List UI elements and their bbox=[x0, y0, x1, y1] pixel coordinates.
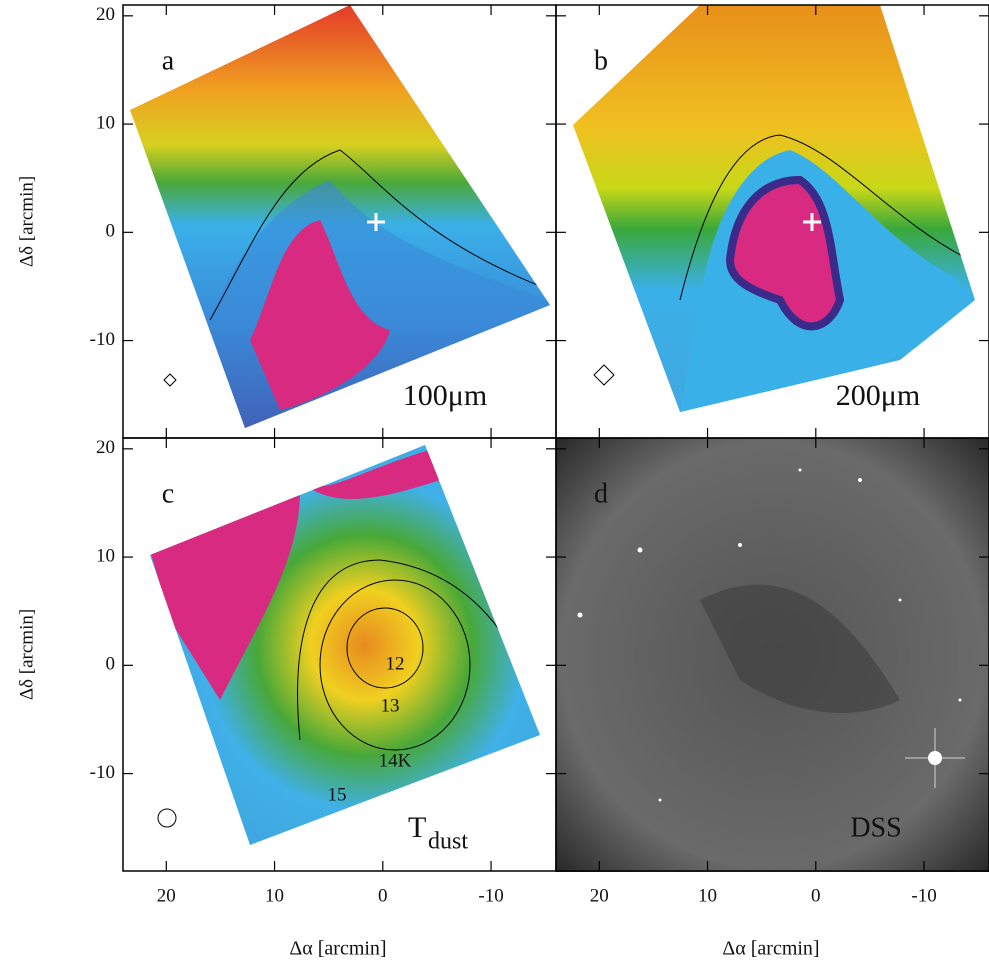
map-d bbox=[556, 438, 989, 872]
x-tick-label: -10 bbox=[911, 885, 936, 906]
panel-label: b bbox=[594, 45, 608, 76]
panel-frame bbox=[555, 437, 989, 872]
y-tick-label: 10 bbox=[96, 112, 115, 133]
y-tick-label: 10 bbox=[96, 545, 115, 566]
x-tick-label: 10 bbox=[698, 885, 717, 906]
y-tick-label: 20 bbox=[96, 437, 115, 458]
caption: DSS bbox=[850, 812, 901, 843]
y-tick-label: -10 bbox=[90, 762, 115, 783]
y-tick-label: 0 bbox=[106, 221, 116, 242]
y-axis-label: Δδ [arcmin] bbox=[16, 609, 37, 700]
x-tick-label: 0 bbox=[378, 885, 388, 906]
y-tick-label: 0 bbox=[106, 654, 116, 675]
x-tick-label: 20 bbox=[157, 885, 176, 906]
caption-sub: dust bbox=[428, 829, 468, 855]
y-axis-label: Δδ [arcmin] bbox=[16, 176, 37, 267]
contour-label: 15 bbox=[328, 784, 347, 805]
x-tick-label: 10 bbox=[265, 885, 284, 906]
y-tick-label: -10 bbox=[90, 329, 115, 350]
x-tick-label: 0 bbox=[811, 885, 821, 906]
x-axis-label: Δα [arcmin] bbox=[289, 938, 386, 960]
contour-label: 12 bbox=[386, 653, 405, 674]
caption: T bbox=[408, 811, 426, 844]
map-b bbox=[573, 5, 975, 412]
map-a bbox=[130, 5, 550, 428]
y-tick-label: 20 bbox=[96, 4, 115, 25]
panel-label: d bbox=[594, 478, 608, 509]
panel-label: a bbox=[162, 45, 175, 76]
caption: 200μm bbox=[836, 379, 920, 412]
x-tick-label: 20 bbox=[590, 885, 609, 906]
x-tick-label: -10 bbox=[478, 885, 503, 906]
map-c bbox=[150, 445, 540, 845]
contour-label: 13 bbox=[381, 695, 400, 716]
caption: 100μm bbox=[403, 379, 487, 412]
contour-label: 14K bbox=[379, 750, 412, 771]
panel-label: c bbox=[162, 478, 174, 509]
x-axis-label: Δα [arcmin] bbox=[722, 938, 819, 960]
